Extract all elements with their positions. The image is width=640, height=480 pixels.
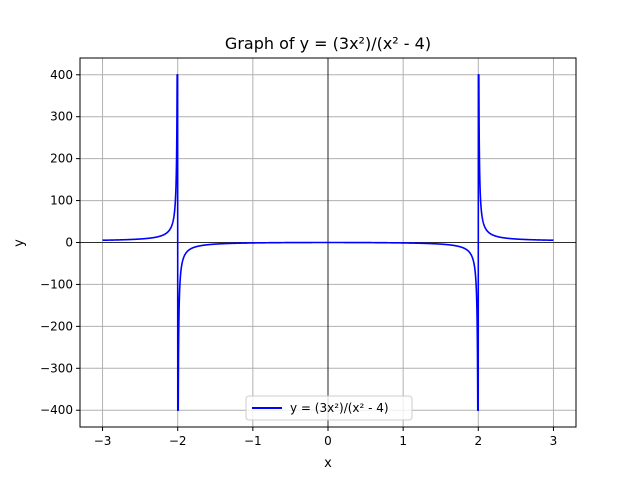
y-tick-label: −300 xyxy=(40,361,73,375)
y-tick-label: 300 xyxy=(50,110,73,124)
x-tick-label: 1 xyxy=(399,434,407,448)
y-axis-label: y xyxy=(12,239,27,247)
x-tick-label: 2 xyxy=(474,434,482,448)
series-layer xyxy=(101,73,555,412)
x-axis-ticks: −3 −2 −1 0 1 2 3 xyxy=(94,427,558,448)
y-tick-label: 400 xyxy=(50,68,73,82)
y-axis-ticks: −400 −300 −200 −100 0 100 200 300 400 xyxy=(40,68,80,417)
y-tick-label: 100 xyxy=(50,194,73,208)
series-line xyxy=(101,73,555,412)
legend-box xyxy=(245,395,413,421)
y-tick-label: −400 xyxy=(40,403,73,417)
legend-entry-label: y = (3x²)/(x² - 4) xyxy=(290,401,389,415)
x-tick-label: −3 xyxy=(94,434,112,448)
x-tick-label: 3 xyxy=(550,434,558,448)
chart-title: Graph of y = (3x²)/(x² - 4) xyxy=(225,34,431,53)
y-tick-label: 200 xyxy=(50,152,73,166)
y-tick-label: 0 xyxy=(65,236,73,250)
y-tick-label: −200 xyxy=(40,319,73,333)
x-tick-label: 0 xyxy=(324,434,332,448)
legend: y = (3x²)/(x² - 4) xyxy=(245,395,413,421)
x-tick-label: −2 xyxy=(169,434,187,448)
y-tick-label: −100 xyxy=(40,277,73,291)
x-tick-label: −1 xyxy=(244,434,262,448)
x-axis-label: x xyxy=(324,456,332,471)
